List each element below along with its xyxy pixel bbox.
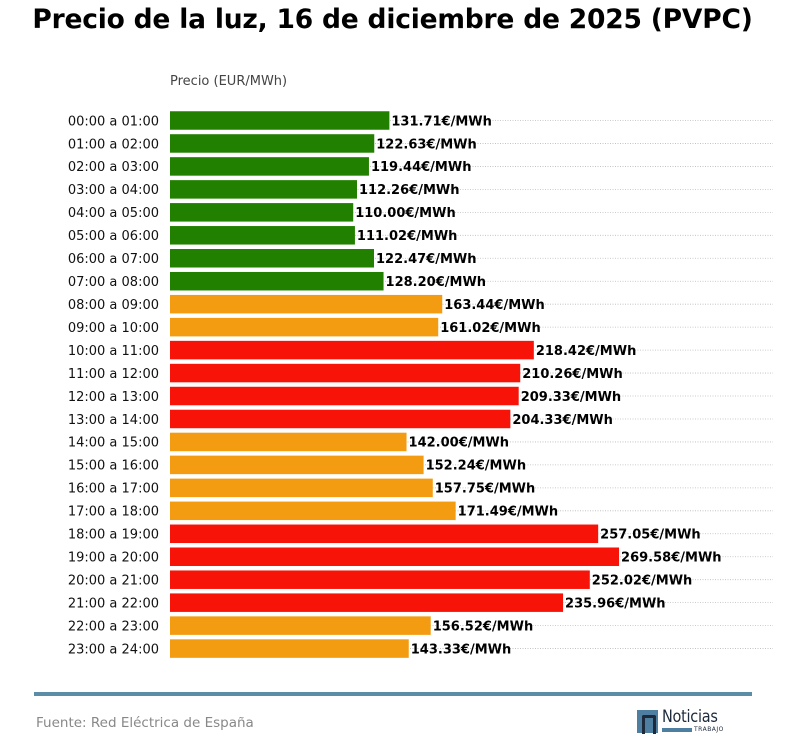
data-label: 157.75€/MWh — [435, 482, 536, 497]
y-tick-label: 13:00 a 14:00 — [68, 413, 159, 428]
bar-0600-0700 — [170, 249, 375, 268]
bar-1000-1100 — [170, 340, 534, 360]
logo-wordmark: Noticias — [662, 707, 718, 727]
data-label: 209.33€/MWh — [521, 390, 622, 405]
bar-1900-2000 — [170, 547, 620, 566]
y-tick-label: 11:00 a 12:00 — [68, 367, 159, 382]
bar-2300-2400 — [170, 639, 409, 658]
data-label: 218.42€/MWh — [536, 344, 637, 359]
data-label: 156.52€/MWh — [433, 619, 534, 634]
y-tick-label: 09:00 a 10:00 — [68, 321, 159, 336]
data-label: 171.49€/MWh — [458, 505, 559, 520]
bar-1200-1300 — [170, 386, 519, 406]
bar-1400-1500 — [170, 432, 407, 452]
data-label: 161.02€/MWh — [440, 321, 541, 336]
bar-1100-1200 — [170, 363, 521, 383]
y-tick-label: 07:00 a 08:00 — [68, 275, 159, 290]
bar-2100-2200 — [170, 593, 564, 612]
y-tick-label: 18:00 a 19:00 — [68, 528, 159, 543]
y-tick-label: 16:00 a 17:00 — [68, 482, 159, 497]
y-tick-label: 23:00 a 24:00 — [68, 642, 159, 657]
source-note: Fuente: Red Eléctrica de España — [36, 715, 254, 731]
bar-2200-2300 — [170, 616, 431, 635]
data-label: 142.00€/MWh — [409, 436, 510, 451]
logo-subtitle: TRABAJO — [694, 726, 724, 733]
bar-1800-1900 — [170, 524, 599, 544]
y-tick-label: 04:00 a 05:00 — [68, 206, 159, 221]
data-label: 112.26€/MWh — [359, 183, 460, 198]
data-label: 269.58€/MWh — [621, 551, 722, 566]
y-tick-label: 06:00 a 07:00 — [68, 252, 159, 267]
bar-1700-1800 — [170, 501, 456, 521]
y-tick-label: 02:00 a 03:00 — [68, 160, 159, 175]
noticias-trabajo-logo: Noticias TRABAJO — [637, 707, 732, 736]
data-label: 235.96€/MWh — [565, 596, 666, 611]
y-tick-label: 08:00 a 09:00 — [68, 298, 159, 313]
bar-0900-1000 — [170, 317, 439, 337]
data-label: 122.47€/MWh — [376, 252, 477, 267]
y-tick-label: 15:00 a 16:00 — [68, 459, 159, 474]
y-tick-label: 05:00 a 06:00 — [68, 229, 159, 244]
bar-2000-2100 — [170, 570, 590, 589]
data-label: 204.33€/MWh — [512, 413, 613, 428]
y-tick-label: 22:00 a 23:00 — [68, 619, 159, 634]
data-label: 210.26€/MWh — [522, 367, 623, 382]
x-axis-label: Precio (EUR/MWh) — [170, 74, 288, 89]
y-tick-label: 12:00 a 13:00 — [68, 390, 159, 405]
bar-1600-1700 — [170, 478, 433, 498]
logo-underline — [662, 728, 692, 732]
footer-divider — [34, 692, 752, 696]
data-label: 131.71€/MWh — [391, 114, 492, 129]
chart-title: Precio de la luz, 16 de diciembre de 202… — [32, 4, 753, 35]
data-label: 122.63€/MWh — [376, 137, 477, 152]
y-tick-label: 17:00 a 18:00 — [68, 505, 159, 520]
y-tick-label: 03:00 a 04:00 — [68, 183, 159, 198]
logo-n-icon — [637, 710, 658, 734]
data-label: 257.05€/MWh — [600, 528, 701, 543]
y-tick-label: 14:00 a 15:00 — [68, 436, 159, 451]
bar-chart: 00:00 a 01:00 131.71€/MWh 01:00 a 02:00 122… — [68, 111, 773, 658]
bar-0700-0800 — [170, 271, 384, 291]
data-label: 143.33€/MWh — [411, 642, 512, 657]
data-label: 111.02€/MWh — [357, 229, 458, 244]
y-tick-label: 20:00 a 21:00 — [68, 574, 159, 589]
bar-0200-0300 — [170, 157, 369, 176]
bar-0300-0400 — [170, 180, 357, 199]
bar-1300-1400 — [170, 409, 511, 429]
y-tick-label: 19:00 a 20:00 — [68, 551, 159, 566]
data-label: 119.44€/MWh — [371, 160, 472, 175]
data-label: 110.00€/MWh — [355, 206, 456, 221]
data-label: 163.44€/MWh — [444, 298, 545, 313]
bar-0500-0600 — [170, 226, 355, 245]
bar-0400-0500 — [170, 203, 354, 222]
bar-1500-1600 — [170, 455, 424, 475]
bar-0100-0200 — [170, 134, 375, 153]
y-tick-label: 01:00 a 02:00 — [68, 137, 159, 152]
y-tick-label: 00:00 a 01:00 — [68, 114, 159, 129]
y-tick-label: 10:00 a 11:00 — [68, 344, 159, 359]
bar-0000-0100 — [170, 111, 390, 130]
data-label: 152.24€/MWh — [426, 459, 527, 474]
bar-0800-0900 — [170, 294, 443, 314]
data-label: 128.20€/MWh — [386, 275, 487, 290]
y-tick-label: 21:00 a 22:00 — [68, 596, 159, 611]
data-label: 252.02€/MWh — [592, 574, 693, 589]
